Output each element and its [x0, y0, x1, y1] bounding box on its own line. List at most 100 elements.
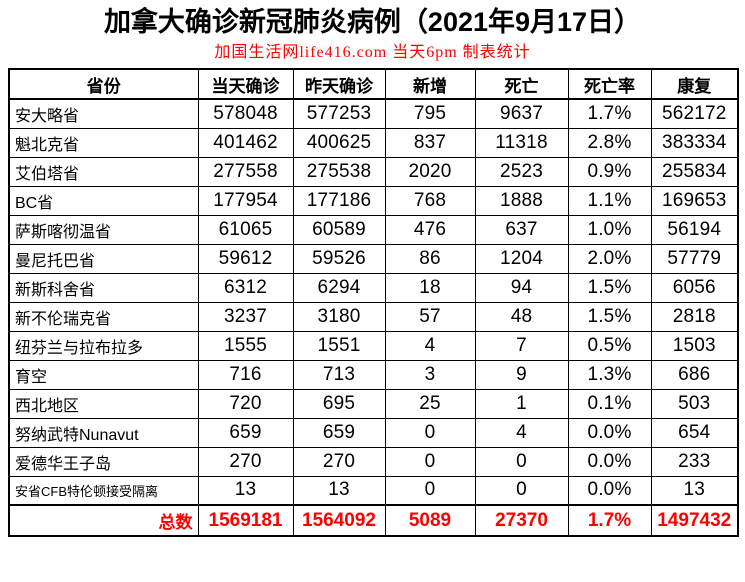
cell-yesterday: 695 [292, 388, 386, 419]
table-row: 萨斯喀彻温省 61065 60589 476 637 1.0% 56194 [8, 214, 739, 245]
total-label: 总数 [8, 504, 199, 537]
cell-yesterday: 3180 [292, 301, 386, 332]
cell-recovered: 56194 [650, 214, 739, 245]
cell-yesterday: 177186 [292, 185, 386, 216]
total-recovered: 1497432 [650, 504, 739, 537]
table-row: 新不伦瑞克省 3237 3180 57 48 1.5% 2818 [8, 301, 739, 332]
cell-deaths: 1 [474, 388, 569, 419]
cell-new-cases: 0 [384, 417, 476, 448]
cell-deaths: 2523 [474, 156, 569, 187]
cell-death-rate: 1.3% [567, 359, 652, 390]
cell-death-rate: 2.8% [567, 127, 652, 158]
cell-yesterday: 577253 [292, 98, 386, 129]
cell-recovered: 383334 [650, 127, 739, 158]
cell-death-rate: 0.0% [567, 417, 652, 448]
cell-province: 魁北克省 [8, 127, 199, 158]
cell-deaths: 0 [474, 446, 569, 477]
cell-deaths: 1204 [474, 243, 569, 274]
cell-today: 270 [197, 446, 294, 477]
cell-yesterday: 275538 [292, 156, 386, 187]
cell-deaths: 7 [474, 330, 569, 361]
cell-today: 720 [197, 388, 294, 419]
cell-death-rate: 0.0% [567, 475, 652, 506]
cell-new-cases: 0 [384, 475, 476, 506]
cell-today: 6312 [197, 272, 294, 303]
column-header: 康复 [650, 68, 739, 100]
cell-yesterday: 60589 [292, 214, 386, 245]
cell-deaths: 11318 [474, 127, 569, 158]
cell-recovered: 686 [650, 359, 739, 390]
cell-death-rate: 0.0% [567, 446, 652, 477]
cell-death-rate: 0.5% [567, 330, 652, 361]
cell-new-cases: 4 [384, 330, 476, 361]
table-row: 魁北克省 401462 400625 837 11318 2.8% 383334 [8, 127, 739, 158]
cell-death-rate: 0.1% [567, 388, 652, 419]
cell-recovered: 233 [650, 446, 739, 477]
cell-yesterday: 270 [292, 446, 386, 477]
total-deaths: 27370 [474, 504, 569, 537]
cell-new-cases: 57 [384, 301, 476, 332]
cell-yesterday: 659 [292, 417, 386, 448]
cell-death-rate: 1.1% [567, 185, 652, 216]
cell-province: 纽芬兰与拉布拉多 [8, 330, 199, 361]
cell-today: 716 [197, 359, 294, 390]
cell-province: 爱德华王子岛 [8, 446, 199, 477]
cell-recovered: 654 [650, 417, 739, 448]
cell-new-cases: 795 [384, 98, 476, 129]
cell-yesterday: 713 [292, 359, 386, 390]
cell-deaths: 0 [474, 475, 569, 506]
cell-new-cases: 476 [384, 214, 476, 245]
column-header: 当天确诊 [197, 68, 294, 100]
cell-today: 659 [197, 417, 294, 448]
table-row: 曼尼托巴省 59612 59526 86 1204 2.0% 57779 [8, 243, 739, 274]
cell-death-rate: 1.5% [567, 272, 652, 303]
cell-recovered: 57779 [650, 243, 739, 274]
cell-recovered: 562172 [650, 98, 739, 129]
table-row: 努纳武特Nunavut 659 659 0 4 0.0% 654 [8, 417, 739, 448]
cell-deaths: 1888 [474, 185, 569, 216]
page-subtitle: 加国生活网life416.com 当天6pm 制表统计 [214, 44, 531, 61]
cell-new-cases: 0 [384, 446, 476, 477]
table-body: 安大略省 578048 577253 795 9637 1.7% 562172 魁北克省 401… [8, 98, 739, 506]
cell-today: 59612 [197, 243, 294, 274]
table-row: 育空 716 713 3 9 1.3% 686 [8, 359, 739, 390]
cell-death-rate: 1.5% [567, 301, 652, 332]
cell-today: 277558 [197, 156, 294, 187]
cell-province: 新斯科舍省 [8, 272, 199, 303]
cell-yesterday: 59526 [292, 243, 386, 274]
total-today: 1569181 [197, 504, 294, 537]
cell-death-rate: 1.7% [567, 98, 652, 129]
cell-today: 13 [197, 475, 294, 506]
cell-province: 萨斯喀彻温省 [8, 214, 199, 245]
cell-today: 177954 [197, 185, 294, 216]
total-yesterday: 1564092 [292, 504, 386, 537]
table-row: 艾伯塔省 277558 275538 2020 2523 0.9% 255834 [8, 156, 739, 187]
cell-deaths: 94 [474, 272, 569, 303]
cell-new-cases: 768 [384, 185, 476, 216]
cell-recovered: 255834 [650, 156, 739, 187]
cell-deaths: 48 [474, 301, 569, 332]
cell-death-rate: 2.0% [567, 243, 652, 274]
cell-deaths: 9637 [474, 98, 569, 129]
cell-today: 578048 [197, 98, 294, 129]
column-header: 昨天确诊 [292, 68, 386, 100]
cell-new-cases: 86 [384, 243, 476, 274]
header-row: 省份 当天确诊 昨天确诊 新增 死亡 死亡率 康复 [8, 68, 739, 100]
cell-recovered: 169653 [650, 185, 739, 216]
cell-today: 1555 [197, 330, 294, 361]
column-header: 死亡率 [567, 68, 652, 100]
cell-province: 曼尼托巴省 [8, 243, 199, 274]
cell-deaths: 4 [474, 417, 569, 448]
cell-death-rate: 0.9% [567, 156, 652, 187]
table-row: 安省CFB特伦顿接受隔离 13 13 0 0 0.0% 13 [8, 475, 739, 506]
cell-recovered: 503 [650, 388, 739, 419]
cell-yesterday: 400625 [292, 127, 386, 158]
column-header: 新增 [384, 68, 476, 100]
cell-province: 努纳武特Nunavut [8, 417, 199, 448]
cell-recovered: 6056 [650, 272, 739, 303]
cell-province: 安大略省 [8, 98, 199, 129]
total-row: 总数 1569181 1564092 5089 27370 1.7% 1497432 [8, 504, 739, 537]
cell-recovered: 1503 [650, 330, 739, 361]
total-new-cases: 5089 [384, 504, 476, 537]
